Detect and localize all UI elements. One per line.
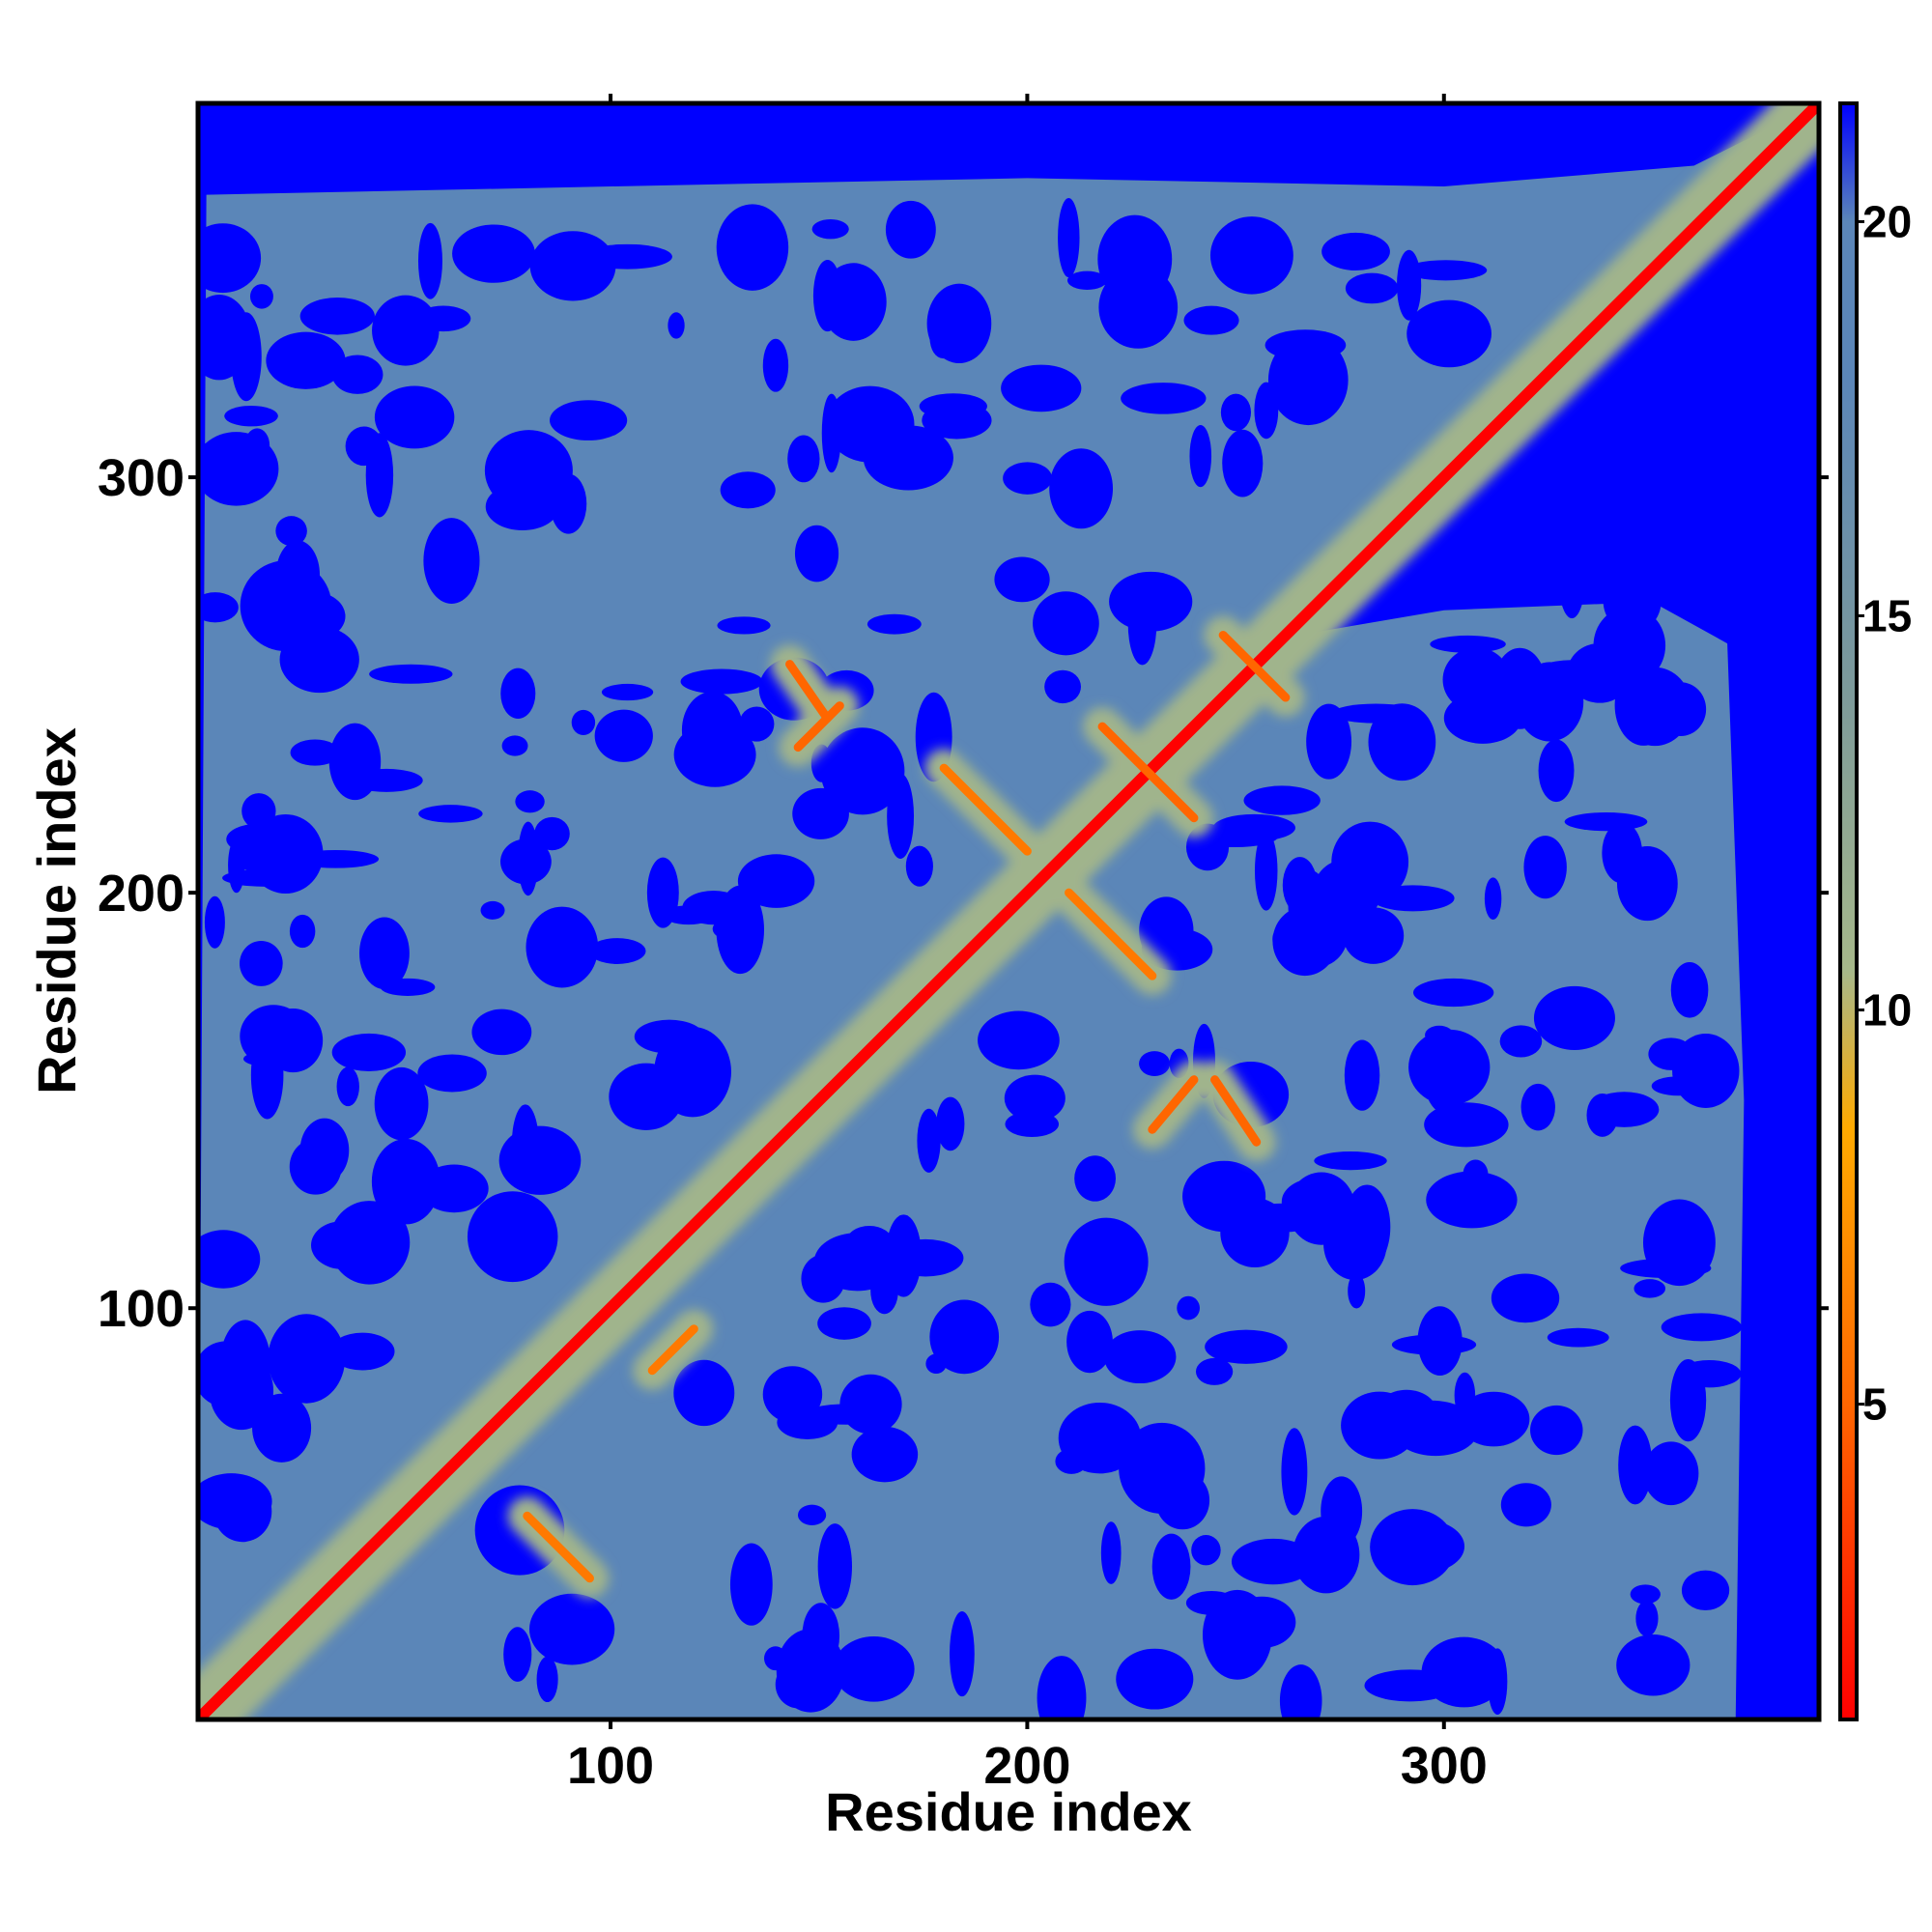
plot-frame <box>195 100 1822 1722</box>
heatmap-contact-line <box>1097 722 1199 823</box>
heatmap-contact-lines <box>198 103 1819 1719</box>
heatmap-contact-line <box>1065 888 1157 980</box>
x-axis: 100 200 300 <box>567 94 1488 1795</box>
colorbar-tick-label: 15 <box>1862 590 1912 640</box>
y-axis: 100 200 300 <box>98 449 1829 1338</box>
heatmap-contact-line <box>1148 1075 1199 1134</box>
heatmap-diagonal <box>198 103 1819 1719</box>
colorbar-tick-label: 20 <box>1862 196 1912 246</box>
colorbar: 5 10 15 20 <box>1838 101 1912 1721</box>
heatmap-contact-line <box>785 660 832 724</box>
heatmap-cells <box>198 103 1819 1719</box>
colorbar-gradient <box>1838 101 1859 1721</box>
heatmap-contact-line <box>1218 630 1291 702</box>
x-tick-label: 200 <box>983 1737 1070 1795</box>
y-tick-label: 100 <box>98 1280 185 1338</box>
heatmap-plot-area <box>195 100 1822 1722</box>
heatmap-contact-line <box>939 763 1032 856</box>
heatmap-contact-line <box>793 701 844 753</box>
heatmap-far-distance-blobs <box>198 197 1743 1719</box>
x-tick-label: 300 <box>1401 1737 1488 1795</box>
y-tick-label: 200 <box>98 865 185 923</box>
heatmap-contact-line <box>647 1324 698 1376</box>
colorbar-ticks: 5 10 15 20 <box>1857 196 1912 1430</box>
colorbar-tick-label: 10 <box>1862 985 1912 1036</box>
colorbar-tick-label: 5 <box>1862 1379 1888 1430</box>
y-tick-label: 300 <box>98 449 185 507</box>
y-axis-label: Residue index <box>26 727 87 1094</box>
x-axis-label: Residue index <box>825 1781 1192 1842</box>
heatmap-contact-line <box>523 1511 594 1583</box>
x-tick-label: 100 <box>567 1737 654 1795</box>
heatmap-contact-line <box>1210 1075 1262 1147</box>
